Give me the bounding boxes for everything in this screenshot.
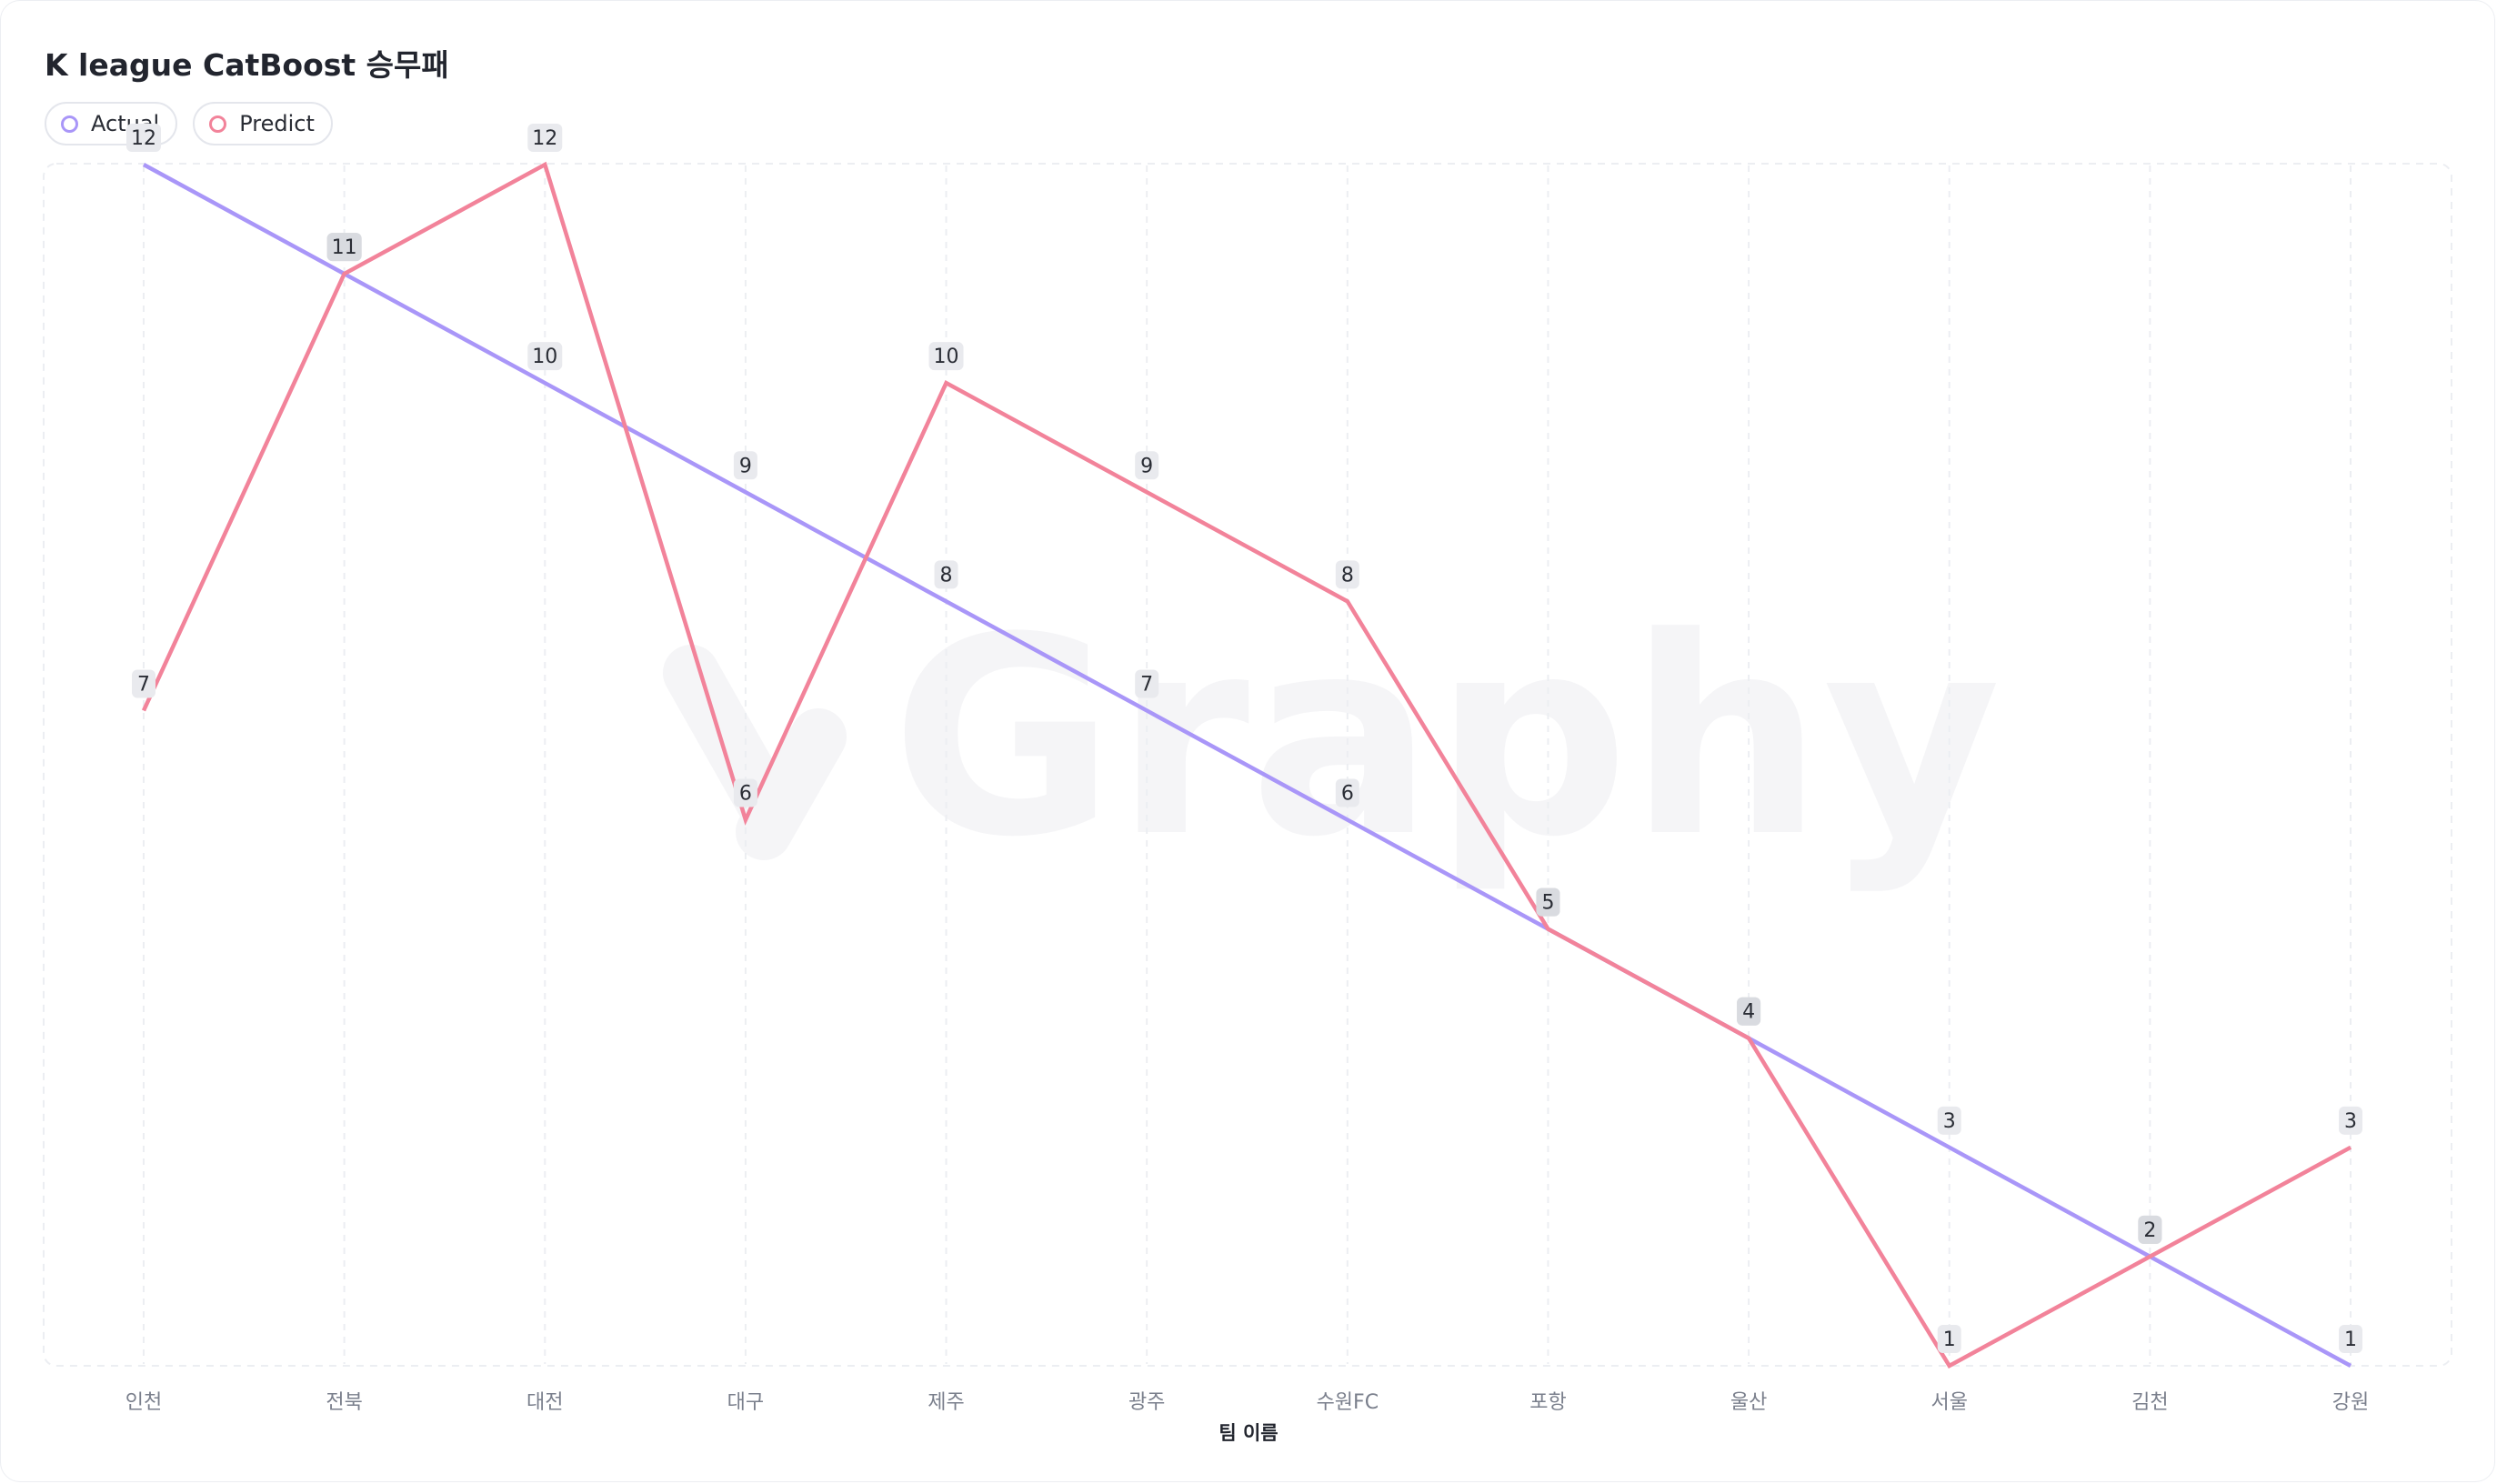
- x-tick-label: 김천: [2131, 1391, 2168, 1414]
- data-label: 3: [2339, 1106, 2362, 1135]
- data-label: 6: [1335, 778, 1359, 807]
- data-label-bg: [2138, 1215, 2162, 1244]
- data-label-text: 11: [332, 236, 357, 259]
- data-label-bg: [1937, 1106, 1961, 1135]
- data-label-bg: [1335, 560, 1359, 589]
- data-label-bg: [733, 778, 757, 807]
- data-label-text: 6: [1341, 783, 1354, 806]
- data-label: 8: [934, 560, 958, 589]
- data-label-bg: [2339, 1106, 2362, 1135]
- data-label-text: 12: [131, 127, 156, 150]
- data-label-text: 6: [739, 783, 752, 806]
- data-label-bg: [527, 342, 563, 371]
- data-label-bg: [126, 124, 161, 152]
- data-label-text: 3: [2344, 1110, 2357, 1133]
- data-label-bg: [1135, 451, 1159, 480]
- data-label: 11: [326, 233, 362, 262]
- data-label: 9: [1135, 451, 1159, 480]
- data-label: 5: [1536, 887, 1560, 917]
- x-tick-label: 울산: [1730, 1391, 1767, 1414]
- data-label-bg: [1937, 1325, 1961, 1353]
- legend-predict-label: Predict: [239, 111, 315, 136]
- grid-lines: [143, 165, 2352, 1364]
- data-label: 10: [527, 342, 563, 371]
- data-label-bg: [928, 342, 964, 371]
- data-label-text: 1: [1943, 1329, 1956, 1351]
- data-label: 1: [2339, 1325, 2362, 1353]
- data-label-text: 8: [1341, 564, 1354, 587]
- data-label: 12: [126, 124, 161, 152]
- series-line-actual[interactable]: [142, 163, 2352, 1368]
- data-label-text: 1: [2344, 1329, 2357, 1351]
- data-label: 1: [1937, 1325, 1961, 1353]
- data-label-bg: [326, 233, 362, 262]
- data-label-text: 2: [2143, 1219, 2156, 1242]
- series-lines: [141, 161, 2352, 1369]
- data-label-bg: [1536, 887, 1560, 917]
- x-tick-label: 포항: [1529, 1391, 1566, 1414]
- x-tick-label: 제주: [928, 1391, 964, 1414]
- data-label-bg: [2339, 1325, 2362, 1353]
- data-label: 8: [1335, 560, 1359, 589]
- data-label-text: 7: [137, 673, 150, 696]
- data-label-bg: [934, 560, 958, 589]
- data-label-text: 9: [739, 455, 752, 477]
- legend-predict-circle-icon: [209, 115, 227, 133]
- data-label: 6: [733, 778, 757, 807]
- data-label-bg: [1135, 669, 1159, 698]
- legend-actual-circle-icon: [61, 115, 78, 133]
- data-label-bg: [1737, 997, 1761, 1026]
- x-axis-label: 팀 이름: [1218, 1422, 1278, 1444]
- x-tick-label: 광주: [1128, 1391, 1165, 1414]
- data-label-text: 9: [1140, 455, 1153, 477]
- watermark-text: Graphy: [891, 579, 2001, 897]
- data-label-text: 8: [940, 564, 953, 587]
- data-label: 9: [733, 451, 757, 480]
- data-label-text: 5: [1541, 892, 1554, 915]
- legend-item-predict[interactable]: Predict: [193, 102, 333, 145]
- plot-area-border: [43, 163, 2452, 1367]
- data-label: 4: [1737, 997, 1761, 1026]
- data-label-text: 10: [532, 346, 557, 368]
- watermark-logo: Graphy: [663, 579, 2001, 897]
- x-axis-ticks: 인천 전북 대전 대구 제주 광주 수원FC 포항 울산 서울 김천 강원: [125, 1391, 2369, 1414]
- data-label-text: 10: [934, 346, 959, 368]
- x-tick-label: 서울: [1930, 1391, 1967, 1414]
- data-label-text: 3: [1943, 1110, 1956, 1133]
- data-label: 3: [1937, 1106, 1961, 1135]
- data-label-bg: [733, 451, 757, 480]
- x-tick-label: 전북: [326, 1391, 362, 1414]
- data-label-text: 7: [1140, 673, 1153, 696]
- data-label: 12: [527, 124, 563, 152]
- data-label-bg: [527, 124, 563, 152]
- data-label-text: 12: [532, 127, 557, 150]
- data-label: 7: [132, 669, 155, 698]
- x-tick-label: 인천: [125, 1391, 162, 1414]
- data-labels: 121110987654321711126109854123: [126, 124, 2362, 1353]
- x-tick-label: 대전: [526, 1391, 563, 1414]
- data-label: 2: [2138, 1215, 2162, 1244]
- data-label: 7: [1135, 669, 1159, 698]
- data-label: 10: [928, 342, 964, 371]
- data-label-bg: [1335, 778, 1359, 807]
- data-label-bg: [132, 669, 155, 698]
- series-line-predict[interactable]: [141, 161, 2352, 1369]
- x-tick-label: 강원: [2332, 1391, 2369, 1414]
- chart-title: K league CatBoost 승무패: [45, 47, 449, 83]
- x-tick-label: 수원FC: [1317, 1391, 1379, 1414]
- x-tick-label: 대구: [727, 1391, 764, 1414]
- data-label-text: 4: [1742, 1001, 1755, 1024]
